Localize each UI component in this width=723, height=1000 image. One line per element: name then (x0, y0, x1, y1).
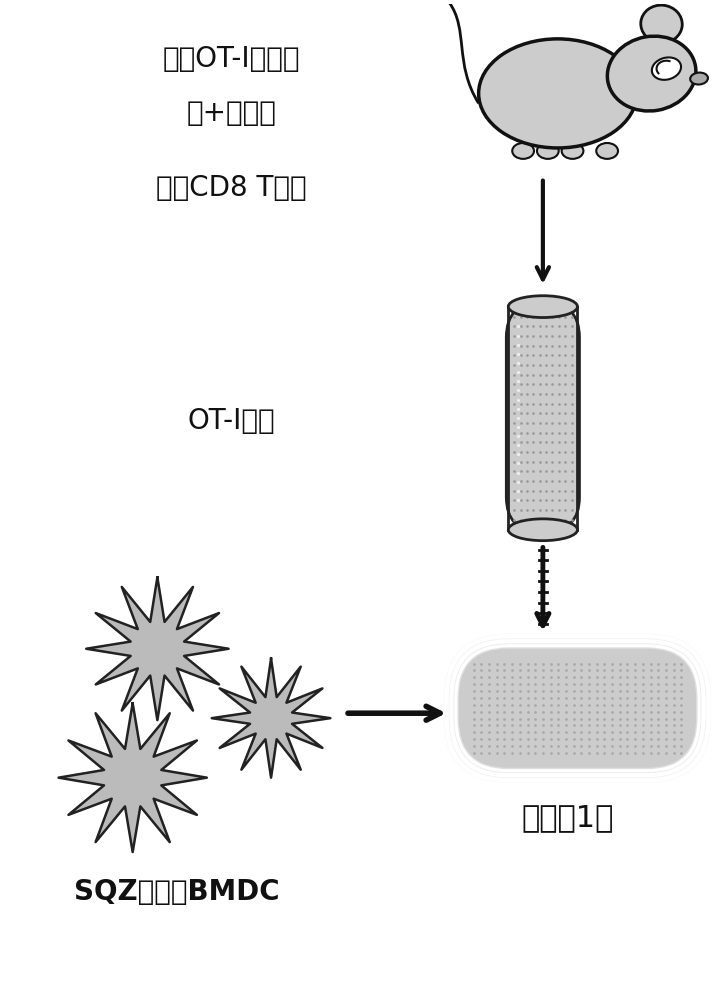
Ellipse shape (596, 143, 618, 159)
Polygon shape (59, 703, 207, 852)
Text: SQZ处理的BMDC: SQZ处理的BMDC (74, 878, 280, 906)
Ellipse shape (479, 39, 637, 148)
Text: 来自OT-I小鼠的: 来自OT-I小鼠的 (163, 45, 300, 73)
Ellipse shape (607, 36, 696, 111)
Ellipse shape (508, 519, 578, 541)
Text: 共培养1天: 共培养1天 (521, 803, 614, 832)
Polygon shape (212, 659, 330, 778)
Text: 纯化CD8 T细胞: 纯化CD8 T细胞 (156, 174, 307, 202)
Text: OT-I细胞: OT-I细胞 (188, 407, 275, 435)
Ellipse shape (537, 143, 559, 159)
Text: 脾+淋巴结: 脾+淋巴结 (187, 99, 276, 127)
Ellipse shape (512, 143, 534, 159)
Ellipse shape (652, 57, 681, 80)
FancyBboxPatch shape (459, 649, 696, 768)
Ellipse shape (690, 73, 708, 85)
Ellipse shape (562, 143, 583, 159)
Polygon shape (86, 577, 228, 720)
FancyBboxPatch shape (506, 303, 579, 532)
Ellipse shape (641, 5, 683, 43)
Ellipse shape (508, 296, 578, 318)
